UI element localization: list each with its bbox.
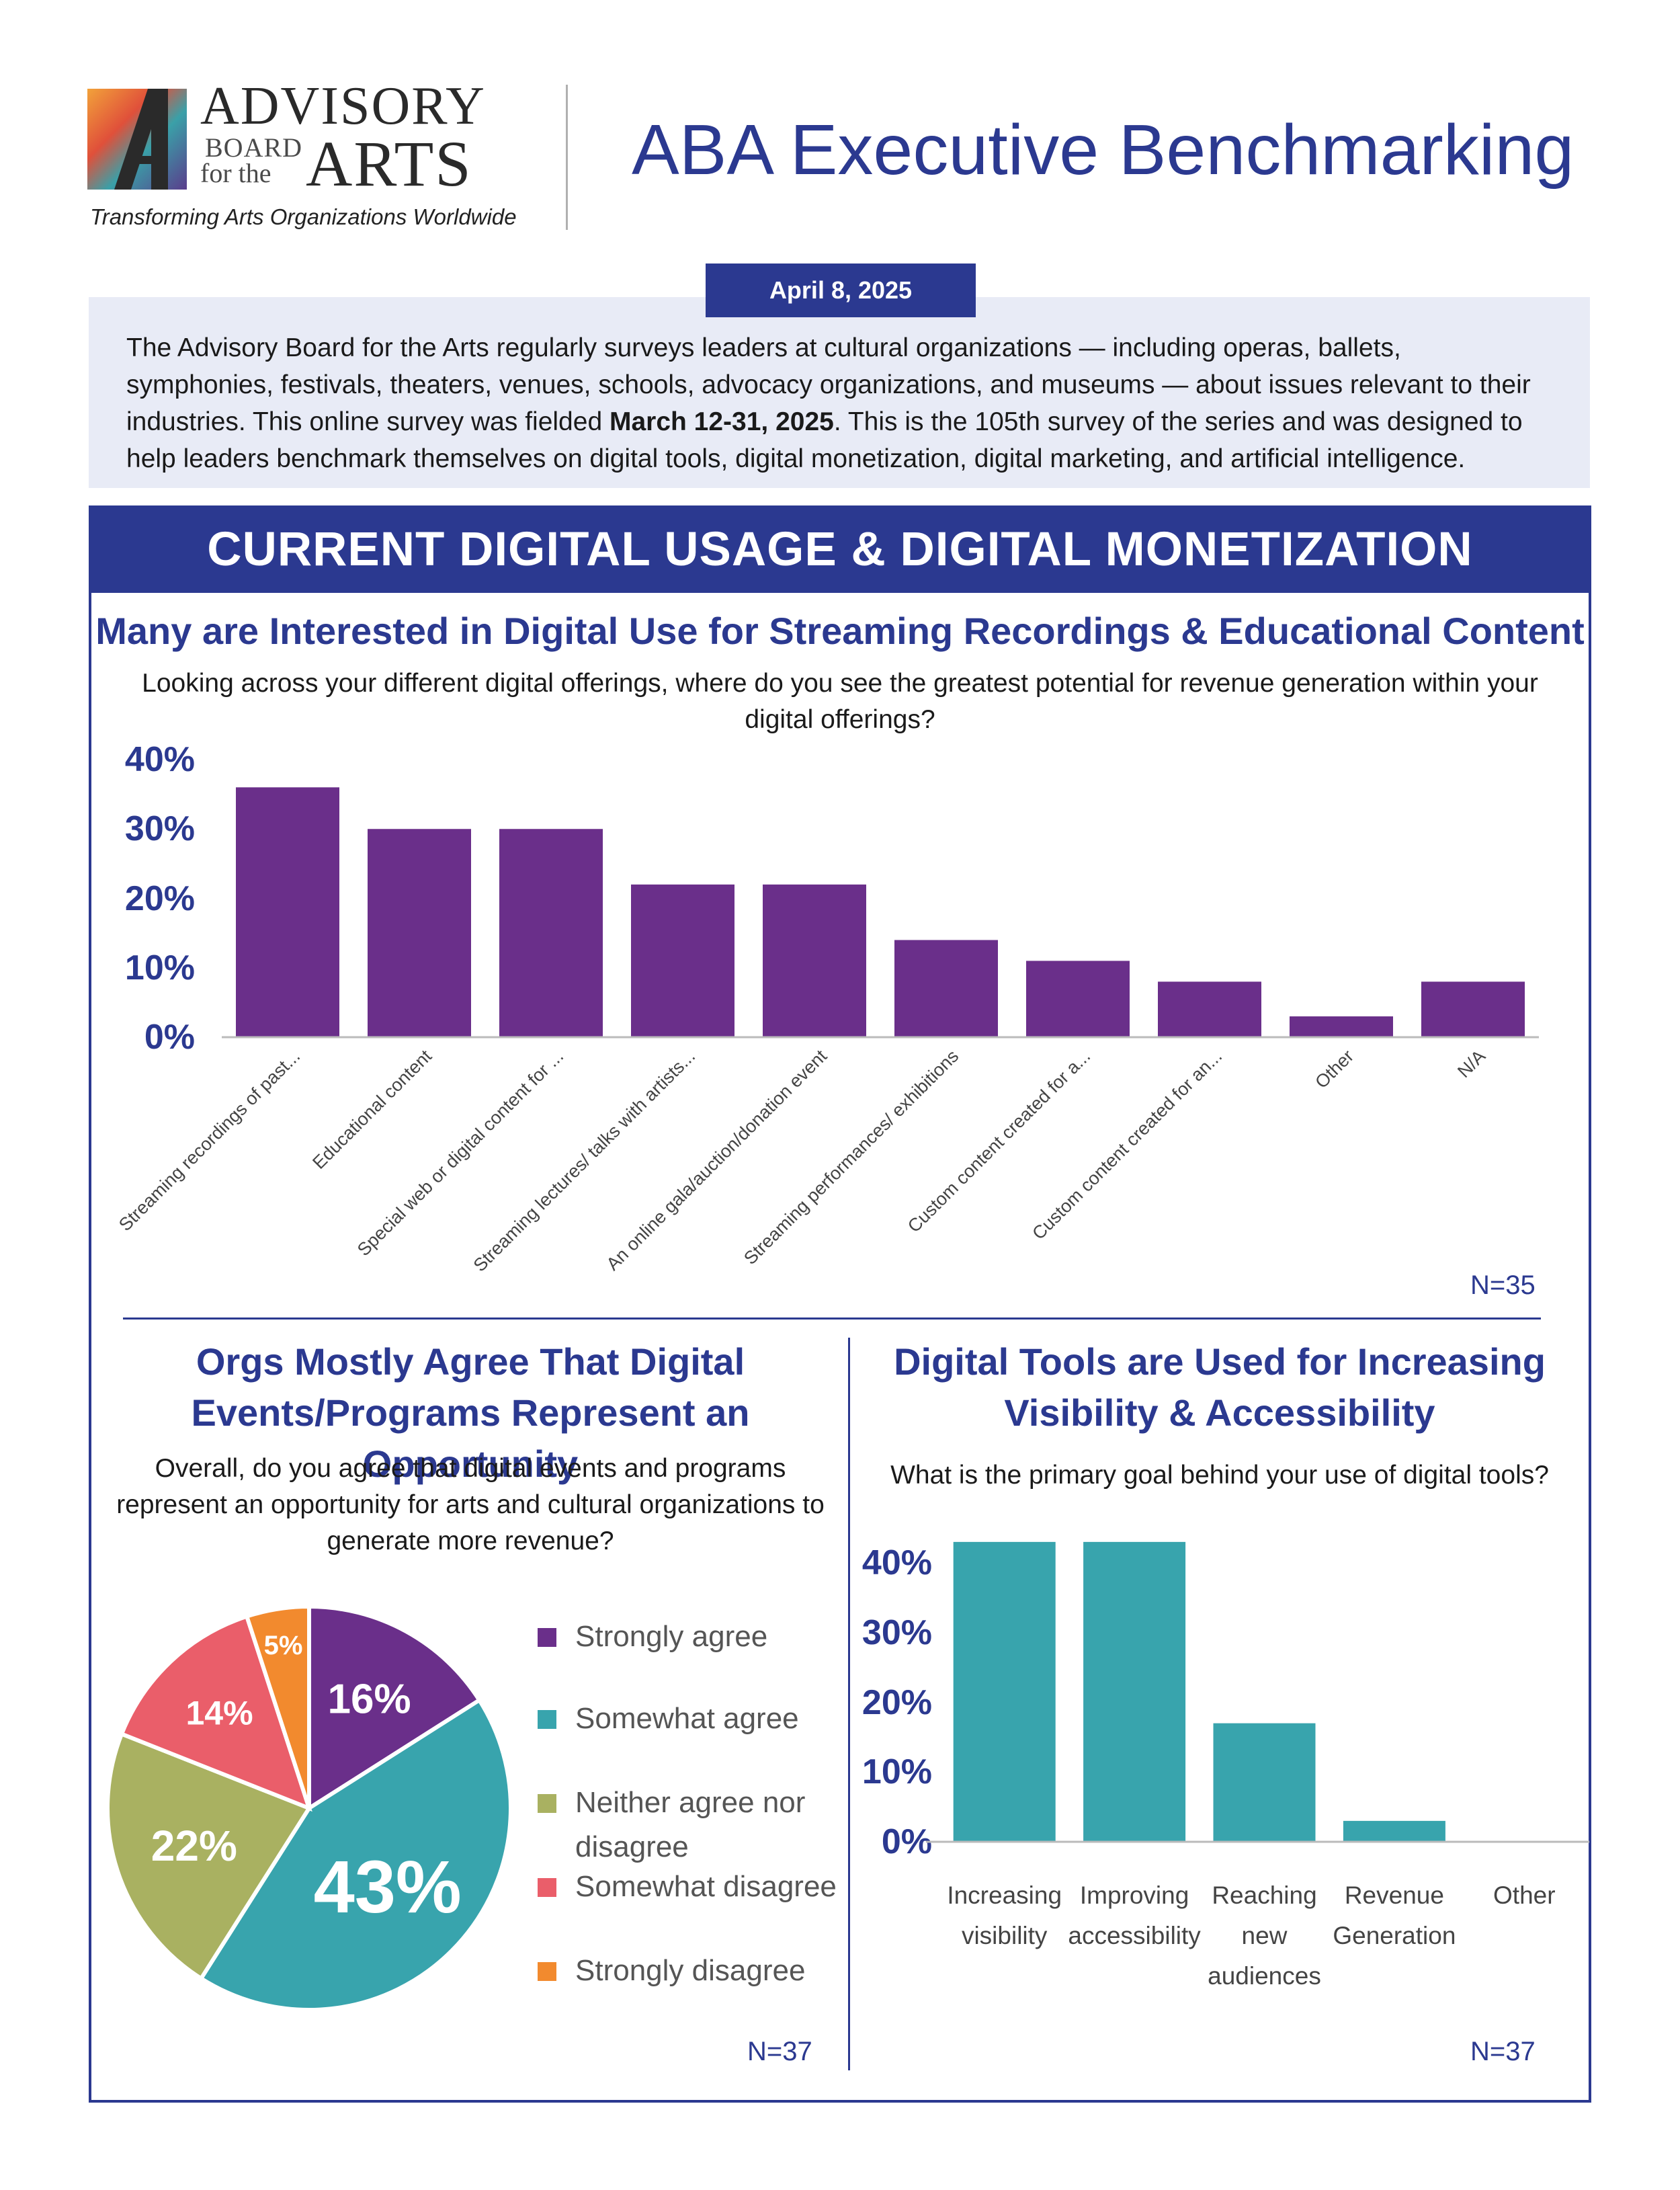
chart3-bar	[1343, 1820, 1445, 1842]
chart1-n-label: N=35	[1470, 1270, 1536, 1300]
chart1-bar	[631, 884, 734, 1037]
chart2-slice	[198, 1697, 513, 2012]
chart3-title: Digital Tools are Used for Increasing Vi…	[894, 1340, 1546, 1434]
chart2-slice-label: 22%	[151, 1822, 237, 1870]
logo-tagline: Transforming Arts Organizations Worldwid…	[90, 204, 517, 229]
chart3-ytick-label: 10%	[862, 1752, 932, 1792]
chart2-slice	[244, 1604, 311, 1809]
chart2-title: Orgs Mostly Agree That Digital Events/Pr…	[191, 1340, 750, 1485]
chart2-legend-label: Neither agree nor disagree	[575, 1786, 806, 1863]
chart2-legend-item: Strongly disagree	[538, 1953, 864, 1993]
chart2-slice-label: 43%	[314, 1846, 462, 1929]
chart2-slice-label: 14%	[185, 1694, 253, 1732]
intro-text-after: . This is the 105th survey of the series…	[126, 407, 1523, 473]
date-badge: April 8, 2025	[706, 263, 976, 317]
legend-swatch	[538, 1962, 556, 1981]
chart1-ytick-label: 40%	[124, 740, 195, 779]
chart3-ytick-label: 0%	[881, 1822, 932, 1861]
chart2-slice	[106, 1731, 312, 1982]
intro-text-bold: March 12-31, 2025	[609, 407, 834, 436]
chart1-bar	[236, 787, 339, 1037]
chart3-category-label: Other	[1493, 1881, 1556, 1909]
logo-forthe-text: for the	[200, 158, 271, 188]
chart2-question: Overall, do you agree that digital event…	[116, 1454, 825, 1555]
chart1-ytick-label: 0%	[144, 1018, 195, 1057]
logo-mark-icon	[87, 89, 187, 190]
chart2-legend-label: Somewhat disagree	[575, 1870, 837, 1903]
chart1-ytick-label: 10%	[124, 948, 195, 987]
chart3-svg	[926, 1541, 1589, 1843]
chart1-bar	[1421, 981, 1525, 1037]
chart2-slice	[307, 1604, 482, 1812]
vertical-divider	[848, 1338, 850, 2070]
chart2-legend-item: Somewhat disagree	[538, 1869, 864, 1909]
chart2-legend-item: Strongly agree	[538, 1619, 864, 1659]
chart3-bar	[953, 1541, 1056, 1842]
chart2-legend-item: Somewhat agree	[538, 1701, 864, 1741]
chart2-slice-label: 5%	[264, 1631, 303, 1660]
chart3-ytick-label: 40%	[862, 1543, 932, 1582]
horizontal-divider	[123, 1317, 1541, 1320]
chart3-bar	[1083, 1541, 1186, 1842]
chart1-ytick-label: 20%	[124, 879, 195, 918]
chart3-question: What is the primary goal behind your use…	[890, 1461, 1549, 1490]
chart1-bar	[1158, 981, 1261, 1037]
chart2-legend-label: Somewhat agree	[575, 1702, 799, 1735]
chart2-legend-label: Strongly disagree	[575, 1954, 806, 1987]
chart3-ytick-label: 30%	[862, 1613, 932, 1652]
chart3-category-label: Improving accessibility	[1068, 1881, 1201, 1949]
legend-swatch	[538, 1628, 556, 1647]
chart1-bar	[1026, 961, 1130, 1037]
chart1-bar	[368, 829, 471, 1037]
chart2-slice-label: 16%	[328, 1676, 411, 1723]
legend-swatch	[538, 1710, 556, 1729]
legend-swatch	[538, 1878, 556, 1897]
chart3-ytick-label: 20%	[862, 1682, 932, 1722]
legend-swatch	[538, 1794, 556, 1813]
chart1-svg: Streaming recordings of past... Education…	[115, 787, 1539, 1276]
chart3-category-label: Increasing visibility	[947, 1881, 1062, 1949]
chart3-category-label: Revenue Generation	[1333, 1881, 1456, 1949]
chart2-legend-item: Neither agree nor disagree	[538, 1785, 864, 1869]
chart3-n-label: N=37	[1470, 2037, 1536, 2066]
chart1-bar	[894, 940, 998, 1037]
chart2-legend-label: Strongly agree	[575, 1620, 768, 1653]
header-divider	[566, 85, 568, 230]
logo-board-text: BOARD	[205, 132, 303, 163]
intro-box: The Advisory Board for the Arts regularl…	[89, 297, 1590, 488]
page-title: ABA Executive Benchmarking	[632, 110, 1574, 190]
section-title: CURRENT DIGITAL USAGE & DIGITAL MONETIZA…	[89, 505, 1591, 593]
chart2-n-label: N=37	[747, 2037, 812, 2066]
logo-advisory-text: ADVISORY	[200, 77, 486, 136]
logo-arts-text: ARTS	[306, 128, 472, 200]
chart1-question: Looking across your different digital of…	[142, 669, 1538, 734]
chart2-svg: 16% 43% 22% 14% 5%	[106, 1604, 513, 2012]
chart3-bar	[1213, 1723, 1316, 1842]
intro-text-before: The Advisory Board for the Arts regularl…	[126, 333, 1531, 436]
chart1-ytick-label: 30%	[124, 809, 195, 849]
chart1-bar	[1290, 1016, 1393, 1037]
chart1-title: Many are Interested in Digital Use for S…	[95, 610, 1585, 652]
chart3-category-label: Reaching new audiences	[1208, 1881, 1321, 1990]
chart1-bar	[499, 829, 603, 1037]
chart1-bar	[763, 884, 866, 1037]
